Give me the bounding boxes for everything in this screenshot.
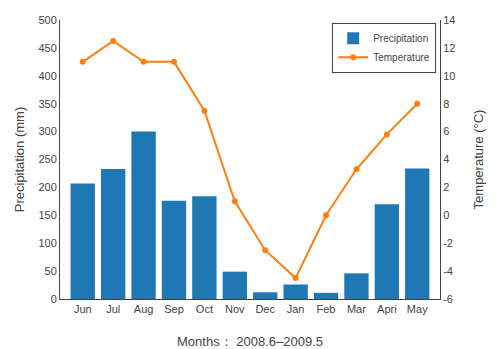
svg-text:2: 2 <box>443 181 449 193</box>
svg-text:50: 50 <box>45 265 57 277</box>
svg-text:10: 10 <box>443 70 455 82</box>
svg-text:450: 450 <box>38 42 56 54</box>
svg-text:150: 150 <box>38 209 56 221</box>
svg-text:-6: -6 <box>443 293 453 305</box>
svg-text:Apri: Apri <box>377 303 397 315</box>
svg-text:100: 100 <box>38 237 56 249</box>
svg-text:-2: -2 <box>443 237 453 249</box>
svg-text:Temperature (°C): Temperature (°C) <box>471 110 486 210</box>
svg-text:Temperature: Temperature <box>373 52 430 63</box>
svg-text:Jul: Jul <box>106 303 120 315</box>
svg-text:6: 6 <box>443 125 449 137</box>
svg-text:500: 500 <box>38 14 56 26</box>
svg-text:Months： 2008.6–2009.5: Months： 2008.6–2009.5 <box>177 334 323 349</box>
svg-text:Feb: Feb <box>317 303 336 315</box>
svg-text:Oct: Oct <box>196 303 213 315</box>
svg-text:Jan: Jan <box>287 303 305 315</box>
svg-text:Nov: Nov <box>225 303 245 315</box>
svg-text:Aug: Aug <box>134 303 154 315</box>
svg-text:250: 250 <box>38 153 56 165</box>
svg-text:200: 200 <box>38 181 56 193</box>
svg-text:Dec: Dec <box>255 303 275 315</box>
svg-text:0: 0 <box>51 293 57 305</box>
svg-text:Jun: Jun <box>74 303 92 315</box>
svg-text:350: 350 <box>38 98 56 110</box>
svg-text:0: 0 <box>443 209 449 221</box>
svg-text:14: 14 <box>443 14 455 26</box>
svg-text:May: May <box>407 303 428 315</box>
svg-text:Sep: Sep <box>164 303 184 315</box>
svg-text:400: 400 <box>38 70 56 82</box>
svg-text:-4: -4 <box>443 265 453 277</box>
svg-text:Precipitation: Precipitation <box>373 33 428 44</box>
svg-text:8: 8 <box>443 98 449 110</box>
svg-text:12: 12 <box>443 42 455 54</box>
svg-text:300: 300 <box>38 125 56 137</box>
svg-text:4: 4 <box>443 153 449 165</box>
svg-text:Precipitation (mm): Precipitation (mm) <box>12 107 27 212</box>
svg-text:Mar: Mar <box>347 303 366 315</box>
